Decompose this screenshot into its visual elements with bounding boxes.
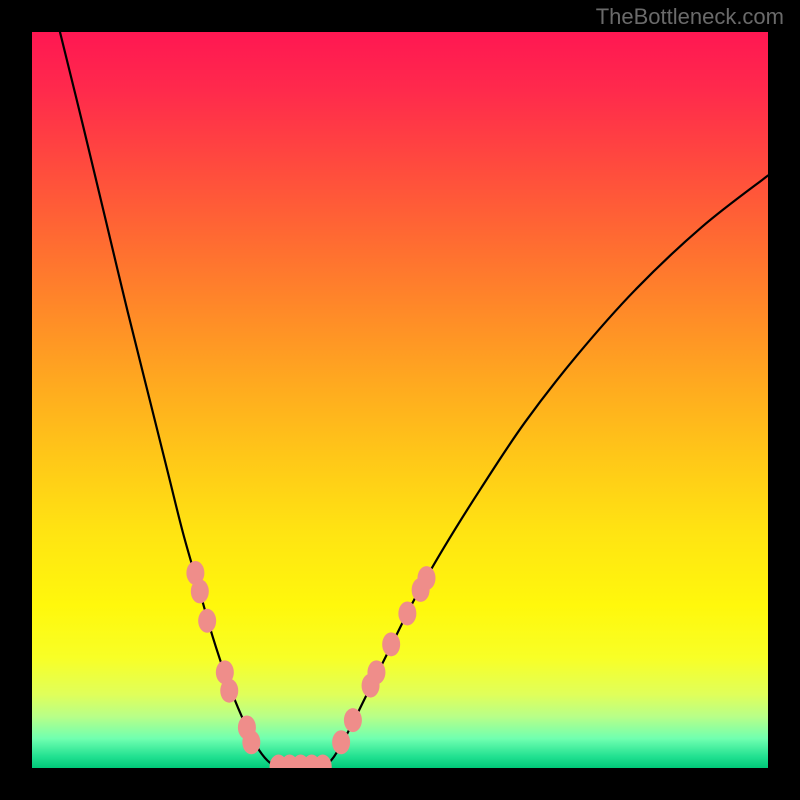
curve-marker	[191, 579, 209, 603]
curve-marker	[367, 660, 385, 684]
watermark-text: TheBottleneck.com	[596, 4, 784, 30]
curve-marker	[344, 708, 362, 732]
curve-marker	[332, 730, 350, 754]
bottleneck-curve	[32, 32, 768, 768]
plot-area	[32, 32, 768, 768]
curve-marker	[398, 601, 416, 625]
curve-right-branch	[323, 176, 768, 768]
curve-left-branch	[60, 32, 279, 768]
curve-marker	[198, 609, 216, 633]
curve-marker	[220, 679, 238, 703]
curve-marker	[382, 632, 400, 656]
curve-marker	[242, 730, 260, 754]
curve-marker	[418, 566, 436, 590]
